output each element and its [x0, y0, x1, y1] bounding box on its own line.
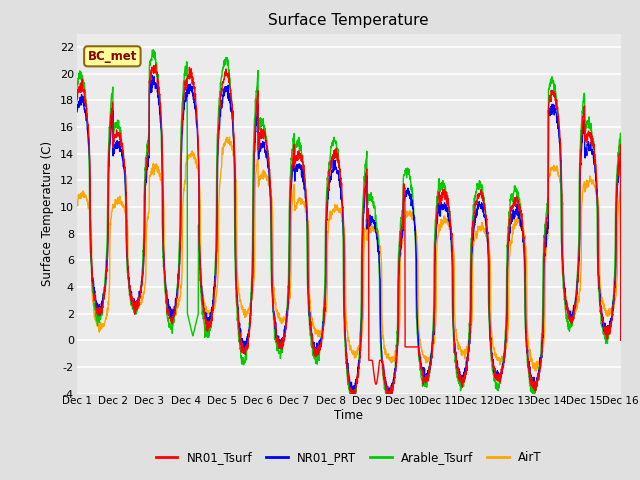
X-axis label: Time: Time	[334, 409, 364, 422]
Y-axis label: Surface Temperature (C): Surface Temperature (C)	[41, 141, 54, 286]
Legend: NR01_Tsurf, NR01_PRT, Arable_Tsurf, AirT: NR01_Tsurf, NR01_PRT, Arable_Tsurf, AirT	[151, 446, 547, 469]
Text: BC_met: BC_met	[88, 50, 137, 63]
Title: Surface Temperature: Surface Temperature	[269, 13, 429, 28]
